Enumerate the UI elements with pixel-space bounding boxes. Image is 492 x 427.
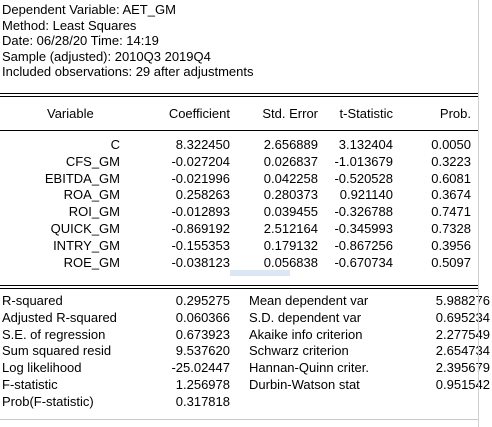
sample-line: Sample (adjusted): 2010Q3 2019Q4 [2, 48, 211, 64]
selection-highlight [230, 270, 290, 276]
stat-value: 5.988276 [435, 293, 490, 308]
stat-value: 9.537620 [175, 343, 230, 359]
stat-label: Durbin-Watson stat [249, 377, 360, 392]
stat-label: Sum squared resid [2, 343, 112, 359]
std-error-cell: 0.056838 [263, 254, 318, 270]
bottom-rule [0, 419, 478, 420]
variable-cell: CFS_GM [65, 153, 120, 169]
stat-value: 0.060366 [175, 309, 230, 325]
stats-rule-top [0, 285, 478, 286]
t-statistic-cell: -0.867256 [334, 237, 393, 253]
prob-cell: 0.3956 [431, 237, 471, 253]
variable-cell: INTRY_GM [53, 237, 120, 253]
prob-cell: 0.6081 [431, 170, 471, 186]
prob-cell: 0.3223 [431, 153, 471, 169]
header-rule-bottom [0, 96, 478, 97]
prob-cell: 0.7471 [431, 204, 471, 220]
variable-cell: ROI_GM [68, 204, 120, 220]
stat-label: R-squared [2, 293, 63, 308]
right-border [478, 0, 479, 427]
stat-label: Hannan-Quinn criter. [249, 360, 369, 376]
columns-rule [0, 130, 478, 131]
coefficient-cell: -0.155353 [171, 237, 230, 253]
column-header-coefficient: Coefficient [168, 106, 230, 121]
prob-cell: 0.5097 [431, 254, 471, 270]
stat-value: -25.02447 [171, 360, 230, 376]
std-error-cell: 0.026837 [263, 153, 318, 169]
method-line: Method: Least Squares [2, 17, 137, 33]
stat-label: Adjusted R-squared [2, 309, 117, 325]
t-statistic-cell: 0.921140 [339, 187, 393, 203]
t-statistic-cell: 3.132404 [338, 137, 393, 152]
coefficient-cell: -0.012893 [171, 204, 230, 220]
estimation-header: Dependent Variable: AET_GM Method: Least… [2, 2, 253, 80]
header-rule-top [0, 93, 478, 94]
stat-label: S.E. of regression [2, 326, 106, 342]
std-error-cell: 0.179132 [263, 237, 318, 253]
std-error-cell: 2.656889 [263, 137, 318, 152]
coefficient-cell: 0.258263 [175, 187, 230, 203]
stat-label: S.D. dependent var [249, 309, 362, 325]
stats-rule-bottom [0, 288, 478, 289]
coefficient-cell: -0.021996 [171, 170, 230, 186]
stat-value: 2.654734 [435, 343, 490, 359]
std-error-cell: 0.280373 [263, 187, 318, 203]
stat-label: Akaike info criterion [249, 326, 363, 342]
prob-cell: 0.0050 [431, 137, 471, 152]
stat-label: Log likelihood [2, 360, 82, 376]
std-error-cell: 0.042258 [263, 170, 318, 186]
t-statistic-cell: -0.345993 [334, 221, 393, 236]
stat-label: Prob(F-statistic) [2, 393, 94, 409]
stat-value: 1.256978 [175, 377, 230, 392]
std-error-cell: 2.512164 [263, 221, 318, 236]
stat-label: Mean dependent var [249, 293, 369, 308]
coefficient-cell: -0.038123 [171, 254, 230, 270]
date-line: Date: 06/28/20 Time: 14:19 [2, 33, 159, 48]
column-header-variable: Variable [47, 106, 94, 121]
t-statistic-cell: -0.326788 [334, 204, 393, 220]
t-statistic-cell: -0.670734 [334, 254, 393, 270]
column-header-prob: Prob. [439, 106, 471, 121]
stat-value: 0.951542 [435, 377, 490, 392]
column-header-std-error: Std. Error [262, 106, 318, 121]
dependent-variable-line: Dependent Variable: AET_GM [2, 2, 176, 17]
coefficient-cell: -0.869192 [171, 221, 230, 236]
prob-cell: 0.7328 [431, 221, 471, 236]
prob-cell: 0.3674 [431, 187, 471, 203]
variable-cell: ROE_GM [63, 254, 120, 270]
stat-value: 0.317818 [175, 393, 230, 409]
t-statistic-cell: -0.520528 [334, 170, 393, 186]
stat-label: Schwarz criterion [249, 343, 349, 359]
variable-cell: EBITDA_GM [44, 170, 120, 186]
t-statistic-cell: -1.013679 [334, 153, 393, 169]
column-header-t-statistic: t-Statistic [339, 106, 393, 121]
variable-cell: QUICK_GM [50, 221, 120, 236]
stat-value: 2.395679 [435, 360, 490, 376]
variable-cell: ROA_GM [63, 187, 120, 203]
stat-label: F-statistic [2, 377, 58, 392]
observations-line: Included observations: 29 after adjustme… [2, 64, 254, 79]
coefficient-cell: 8.322450 [175, 137, 230, 152]
std-error-cell: 0.039455 [263, 204, 318, 220]
stat-value: 2.277549 [435, 326, 490, 342]
coefficient-cell: -0.027204 [171, 153, 230, 169]
stat-value: 0.295275 [175, 293, 230, 308]
stat-value: 0.695234 [435, 309, 490, 325]
variable-cell: C [110, 137, 120, 152]
stat-value: 0.673923 [175, 326, 230, 342]
